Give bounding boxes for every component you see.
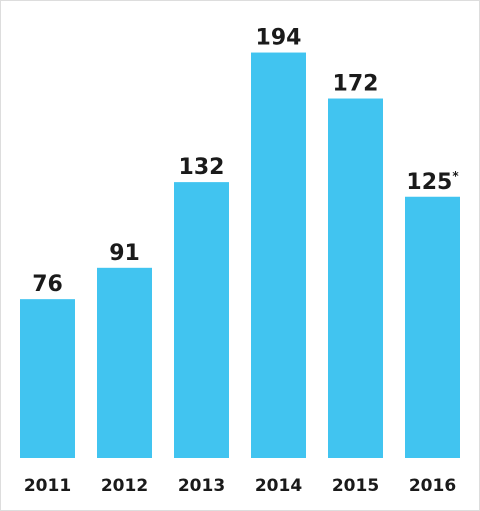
value-label: 194 [256, 26, 302, 51]
x-tick-label: 2011 [24, 476, 71, 496]
bar [251, 52, 306, 458]
x-tick-label: 2014 [255, 476, 302, 496]
x-tick-label: 2012 [101, 476, 148, 496]
value-label: 76 [32, 272, 63, 297]
bar [405, 196, 460, 458]
x-tick-label: 2016 [409, 476, 456, 496]
x-tick-label: 2015 [332, 476, 379, 496]
value-label: 91 [109, 241, 140, 266]
bar [174, 182, 229, 458]
bar [97, 267, 152, 458]
value-label: 132 [179, 155, 225, 180]
x-tick-label: 2013 [178, 476, 225, 496]
value-label: 125* [406, 169, 459, 195]
value-label: 172 [333, 72, 379, 97]
bar [328, 98, 383, 459]
bar [20, 299, 75, 458]
